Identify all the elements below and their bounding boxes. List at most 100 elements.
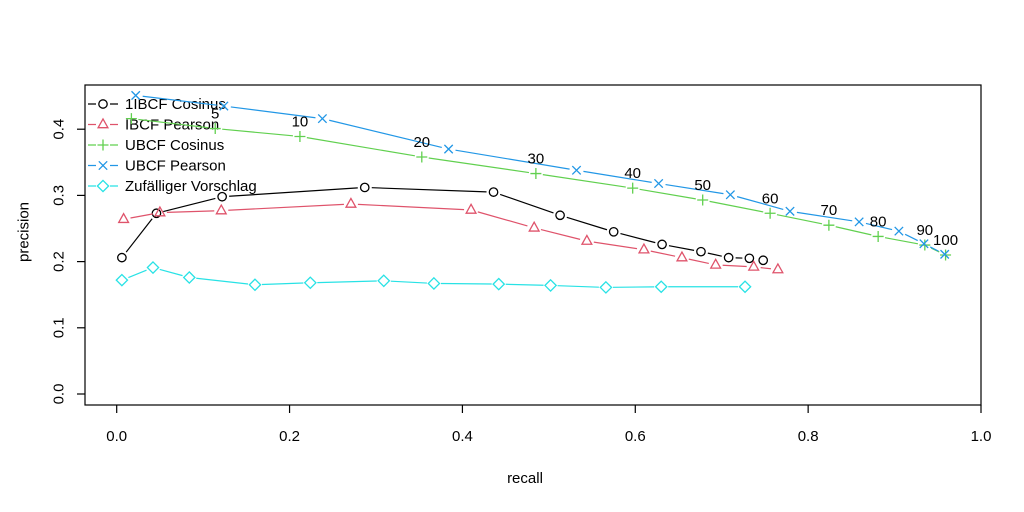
series-segment xyxy=(125,218,153,253)
triangle-marker xyxy=(344,197,357,208)
series-segment xyxy=(904,233,918,242)
series-zuf-lliger-vorschlag xyxy=(115,261,752,294)
y-tick-label: 0.2 xyxy=(50,251,67,272)
series-segment xyxy=(390,280,427,284)
diamond-marker xyxy=(599,280,613,294)
circle-marker xyxy=(359,182,370,193)
legend-item: Zufälliger Vorschlag xyxy=(88,178,257,195)
x-tick-label: 0.6 xyxy=(625,428,646,445)
legend-item-label: Zufälliger Vorschlag xyxy=(125,178,257,195)
circle-marker xyxy=(555,210,565,221)
triangle-marker xyxy=(528,220,541,232)
series-segment xyxy=(477,211,528,227)
series-segment xyxy=(163,197,216,213)
x-marker xyxy=(854,217,864,227)
series-segment xyxy=(665,183,724,195)
series-segment xyxy=(196,277,249,285)
triangle-marker xyxy=(771,262,784,274)
series-segment xyxy=(796,211,853,222)
series-segment xyxy=(138,118,209,129)
top-n-label: 20 xyxy=(413,134,430,151)
diamond-marker xyxy=(377,274,391,288)
series-segment xyxy=(865,222,893,231)
series-segment xyxy=(722,264,747,268)
series-segment xyxy=(593,241,638,250)
legend-item-label: 1IBCF Cosinus xyxy=(125,96,226,113)
legend-item-label: UBCF Cosinus xyxy=(125,137,224,154)
series-segment xyxy=(707,252,722,257)
top-n-label: 80 xyxy=(870,213,887,230)
x-axis-label: recall xyxy=(507,470,543,487)
series-segment xyxy=(166,210,215,213)
series-segment xyxy=(228,203,344,211)
plus-marker xyxy=(530,168,542,180)
circle-marker xyxy=(98,99,108,109)
circle-marker xyxy=(608,226,619,237)
series-segment xyxy=(329,119,442,149)
series-segment xyxy=(222,128,294,137)
legend-item: 1IBCF Cosinus xyxy=(88,96,226,113)
series-segment xyxy=(884,237,919,245)
triangle-marker xyxy=(215,203,228,215)
plus-marker xyxy=(416,151,428,163)
diamond-marker xyxy=(248,278,262,292)
diamond-marker xyxy=(654,280,668,294)
top-n-label: 60 xyxy=(762,190,779,207)
series-segment xyxy=(709,200,764,213)
triangle-marker xyxy=(153,205,166,217)
circle-marker xyxy=(217,191,227,202)
series-segment xyxy=(566,216,608,231)
series-segment xyxy=(261,282,304,286)
plus-marker xyxy=(627,182,639,194)
legend-item-label: UBCF Pearson xyxy=(125,158,226,175)
triangle-marker xyxy=(465,203,478,214)
legend-item: UBCF Pearson xyxy=(88,158,226,175)
x-tick-label: 0.4 xyxy=(452,428,473,445)
x-tick-label: 0.2 xyxy=(279,428,300,445)
triangle-marker xyxy=(96,117,110,129)
circle-marker xyxy=(117,252,127,263)
series-segment xyxy=(776,214,823,225)
top-n-label: 10 xyxy=(292,113,309,130)
plus-marker xyxy=(294,130,306,142)
series-segment xyxy=(650,250,676,257)
series-ubcf-pearson xyxy=(131,90,950,259)
y-tick-label: 0.3 xyxy=(50,185,67,206)
plus-marker xyxy=(872,230,884,242)
diamond-marker xyxy=(182,270,196,285)
series-segment xyxy=(130,213,154,219)
series-segment xyxy=(583,170,652,183)
triangle-marker xyxy=(637,242,650,254)
top-n-label: 50 xyxy=(694,177,711,194)
x-marker xyxy=(219,101,229,111)
triangle-marker xyxy=(117,212,130,224)
circle-marker xyxy=(744,253,755,264)
circle-marker xyxy=(488,187,499,197)
top-n-label: 90 xyxy=(916,222,933,239)
plus-marker xyxy=(209,123,221,135)
circle-marker xyxy=(657,239,667,250)
triangle-marker xyxy=(747,259,760,271)
x-marker xyxy=(940,249,950,259)
series-segment xyxy=(620,232,656,244)
circle-marker xyxy=(151,208,162,219)
triangle-marker xyxy=(580,234,593,245)
series-segment xyxy=(639,188,696,200)
circle-marker xyxy=(723,252,734,263)
x-marker xyxy=(317,113,328,124)
diamond-marker xyxy=(738,280,752,294)
x-marker xyxy=(919,239,929,249)
plus-marker xyxy=(97,139,109,151)
series-segment xyxy=(736,196,784,210)
legend: 1IBCF Cosinus IBCF Pearson UBCF Cosinus UBC… xyxy=(88,96,257,195)
x-marker xyxy=(785,206,795,216)
top-n-label: 70 xyxy=(821,202,838,219)
series-ubcf-cosinus xyxy=(125,113,952,261)
y-axis: 0.0 0.1 0.2 0.3 0.4 xyxy=(50,119,85,405)
y-tick-label: 0.0 xyxy=(50,384,67,405)
series-segment xyxy=(128,269,147,279)
series-segment xyxy=(306,137,415,157)
series-segment xyxy=(142,95,217,106)
